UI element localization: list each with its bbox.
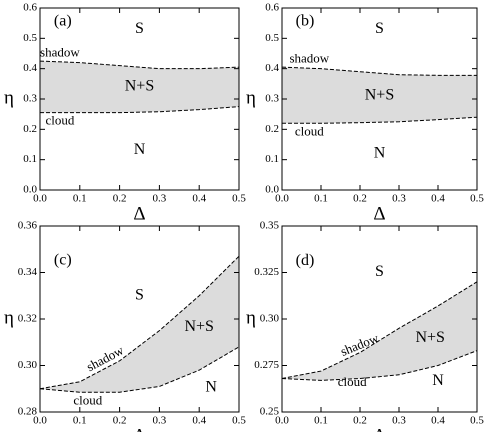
- panel-label: (a): [54, 12, 72, 29]
- panel-label: (c): [54, 252, 72, 269]
- y-tick-label: 0.34: [18, 266, 38, 278]
- y-tick-label: 0.32: [18, 313, 37, 325]
- y-tick-label: 0.6: [265, 2, 279, 14]
- curve-label: cloud: [295, 123, 324, 138]
- x-tick-label: 0.5: [470, 415, 484, 427]
- x-tick-label: 0.2: [113, 415, 127, 427]
- coexistence-area: [40, 256, 239, 393]
- y-tick-label: 0.35: [260, 220, 280, 232]
- y-axis-label: η: [4, 87, 14, 108]
- y-axis-label: η: [246, 87, 256, 108]
- region-label: S: [375, 20, 384, 37]
- y-tick-label: 0.0: [23, 184, 37, 196]
- x-axis-label: Δ: [133, 203, 145, 224]
- region-label: N: [374, 144, 386, 161]
- x-tick-label: 0.2: [353, 193, 367, 205]
- y-tick-label: 0.4: [265, 62, 279, 74]
- panel: shadow cloud 0.0 0.1 0.2 0.3 0.4 0.5 0.0 0.1 0.2 0.…: [4, 2, 246, 225]
- region-label: N+S: [365, 87, 394, 104]
- region-label: N: [134, 141, 146, 158]
- panel-label: (d): [296, 252, 315, 269]
- x-tick-label: 0.1: [314, 193, 328, 205]
- curve-label: cloud: [45, 113, 74, 128]
- region-label: N+S: [184, 318, 213, 335]
- x-tick-label: 0.0: [275, 193, 289, 205]
- y-axis-label: η: [246, 307, 256, 328]
- y-tick-label: 0.1: [23, 153, 37, 165]
- y-tick-label: 0.36: [18, 220, 38, 232]
- y-tick-label: 0.6: [23, 2, 37, 14]
- x-tick-label: 0.1: [73, 415, 87, 427]
- x-tick-label: 0.5: [470, 193, 484, 205]
- x-tick-label: 0.2: [113, 193, 127, 205]
- x-axis-label: Δ: [373, 203, 385, 224]
- curve-label: shadow: [289, 51, 329, 66]
- y-tick-label: 0.2: [23, 123, 37, 135]
- curve-label: shadow: [40, 44, 80, 59]
- y-tick-label: 0.25: [260, 406, 280, 418]
- region-label: N+S: [415, 329, 444, 346]
- region-label: S: [375, 263, 384, 280]
- curve-label: cloud: [338, 374, 367, 389]
- coexistence-area: [282, 67, 477, 124]
- curve-line: [281, 281, 478, 380]
- y-tick-label: 0.5: [23, 32, 37, 44]
- coexistence-area: [282, 281, 477, 381]
- region-label: N: [205, 378, 217, 395]
- region-label: S: [135, 20, 144, 37]
- x-tick-label: 0.0: [33, 415, 47, 427]
- x-tick-label: 0.3: [153, 415, 167, 427]
- curve-label: cloud: [73, 393, 102, 408]
- panel-label: (b): [296, 12, 315, 29]
- y-tick-label: 0.2: [265, 123, 279, 135]
- x-tick-label: 0.4: [431, 415, 445, 427]
- panel: shadow cloud 0.0 0.1 0.2 0.3 0.4 0.5 0.0 0.1 0.2 0.…: [246, 2, 484, 225]
- x-tick-label: 0.0: [33, 193, 47, 205]
- y-tick-label: 0.30: [260, 313, 280, 325]
- coexistence-area: [40, 61, 239, 113]
- region-label: N: [432, 372, 444, 389]
- y-tick-label: 0.1: [265, 153, 279, 165]
- y-tick-label: 0.275: [254, 359, 279, 371]
- y-tick-label: 0.3: [265, 93, 279, 105]
- curve-line: [39, 346, 240, 393]
- y-tick-label: 0.325: [254, 266, 279, 278]
- y-tick-label: 0.30: [18, 359, 38, 371]
- region-label: S: [135, 286, 144, 303]
- x-tick-label: 0.2: [353, 415, 367, 427]
- x-tick-label: 0.3: [392, 415, 406, 427]
- curve-line: [281, 66, 477, 76]
- y-tick-label: 0.0: [265, 184, 279, 196]
- y-tick-label: 0.4: [23, 62, 37, 74]
- x-tick-label: 0.4: [192, 193, 206, 205]
- x-tick-label: 0.1: [73, 193, 87, 205]
- x-tick-label: 0.3: [392, 193, 406, 205]
- x-tick-label: 0.5: [232, 193, 246, 205]
- curve-line: [40, 106, 240, 114]
- region-label: N+S: [125, 78, 154, 95]
- x-tick-label: 0.5: [232, 415, 246, 427]
- x-tick-label: 0.1: [314, 415, 328, 427]
- y-tick-label: 0.5: [265, 32, 279, 44]
- y-tick-label: 0.28: [18, 406, 38, 418]
- x-axis-label: Δ: [373, 425, 385, 432]
- x-tick-label: 0.4: [431, 193, 445, 205]
- curve-line: [282, 116, 478, 124]
- x-tick-label: 0.3: [153, 193, 167, 205]
- y-axis-label: η: [4, 307, 14, 328]
- x-tick-label: 0.4: [192, 415, 206, 427]
- curve-line: [39, 60, 240, 70]
- y-tick-label: 0.3: [23, 93, 37, 105]
- x-axis-label: Δ: [133, 425, 145, 432]
- curve-line: [281, 350, 478, 381]
- curve-line: [39, 255, 240, 390]
- x-tick-label: 0.0: [275, 415, 289, 427]
